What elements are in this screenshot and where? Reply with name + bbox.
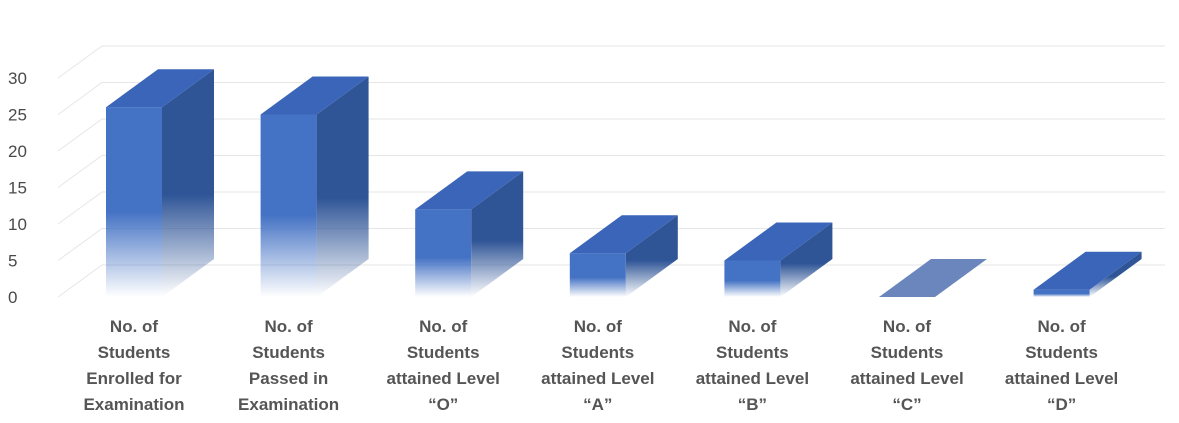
category-label-line: attained Level	[696, 369, 809, 388]
gridline	[57, 45, 1165, 79]
gridline	[57, 155, 1165, 188]
category-label-line: No. of	[883, 317, 931, 336]
bar-side	[780, 222, 833, 297]
bar-2	[260, 76, 369, 297]
category-label-line: “C”	[892, 395, 921, 414]
bar-4	[569, 215, 678, 297]
bar-5	[724, 222, 833, 297]
category-label-line: attained Level	[850, 369, 963, 388]
bar-side	[625, 215, 678, 297]
category-label: No. of Students attained Level “D”	[1005, 317, 1118, 414]
category-labels: No. of Students Enrolled for ExaminationNo.…	[83, 317, 1118, 414]
category-label: No. of Students Enrolled for Examination	[83, 317, 184, 414]
category-label-line: “A”	[583, 395, 612, 414]
category-label: No. of Students attained Level “A”	[541, 317, 654, 414]
gridline	[57, 82, 1165, 115]
category-label-line: “O”	[428, 395, 458, 414]
category-label: No. of Students Passed in Examination	[238, 317, 339, 414]
bar-side	[1089, 251, 1142, 297]
bar-top	[1033, 251, 1142, 290]
category-label-line: “B”	[738, 395, 767, 414]
y-tick-label: 20	[8, 142, 27, 161]
category-label-line: Students	[98, 343, 171, 362]
bars	[106, 69, 1142, 297]
bar-front	[724, 260, 781, 297]
category-label: No. of Students attained Level “C”	[850, 317, 963, 414]
gridlines	[57, 45, 1165, 298]
y-tick-label: 5	[8, 252, 17, 271]
bar-front	[1033, 289, 1090, 297]
category-label-line: Examination	[83, 395, 184, 414]
gridline	[57, 118, 1165, 152]
category-label-line: No. of	[265, 317, 313, 336]
category-label-line: Students	[716, 343, 789, 362]
y-tick-label: 15	[8, 179, 27, 198]
category-label-line: No. of	[1038, 317, 1086, 336]
y-tick-label: 30	[8, 69, 27, 88]
bar-top	[260, 76, 369, 115]
category-label-line: Passed in	[249, 369, 328, 388]
bar-top	[106, 69, 214, 108]
category-label-line: No. of	[728, 317, 776, 336]
category-label-line: Students	[407, 343, 480, 362]
bar-3	[415, 171, 524, 297]
bar-front	[415, 209, 472, 297]
gridline	[57, 191, 1165, 225]
bar-1	[106, 69, 214, 297]
category-label-line: attained Level	[541, 369, 654, 388]
y-axis-ticks: 0 5 10 15 20 25 30	[8, 69, 27, 307]
category-label-line: “D”	[1047, 395, 1076, 414]
bar-6	[879, 259, 987, 297]
category-label-line: Students	[561, 343, 634, 362]
category-label-line: Examination	[238, 395, 339, 414]
category-label-line: No. of	[574, 317, 622, 336]
category-label-line: Enrolled for	[86, 369, 182, 388]
category-label: No. of Students attained Level “O”	[387, 317, 500, 414]
category-label-line: attained Level	[387, 369, 500, 388]
category-label: No. of Students attained Level “B”	[696, 317, 809, 414]
bar-top	[879, 259, 987, 297]
bar-side	[471, 171, 524, 297]
category-label-line: No. of	[110, 317, 158, 336]
bar-front	[569, 253, 626, 297]
category-label-line: attained Level	[1005, 369, 1118, 388]
bar-side	[162, 69, 214, 297]
bar-front	[106, 107, 162, 297]
bar-top	[415, 171, 524, 210]
category-label-line: Students	[1025, 343, 1098, 362]
y-tick-label: 10	[8, 215, 27, 234]
category-label-line: Students	[252, 343, 325, 362]
y-tick-label: 0	[8, 288, 17, 307]
category-label-line: No. of	[419, 317, 467, 336]
bar-front	[260, 114, 317, 297]
bar-top	[569, 215, 678, 254]
bar-7	[1033, 251, 1142, 297]
y-tick-label: 25	[8, 106, 27, 125]
category-label-line: Students	[871, 343, 944, 362]
bar-top	[724, 222, 833, 261]
bar-side	[316, 76, 369, 297]
